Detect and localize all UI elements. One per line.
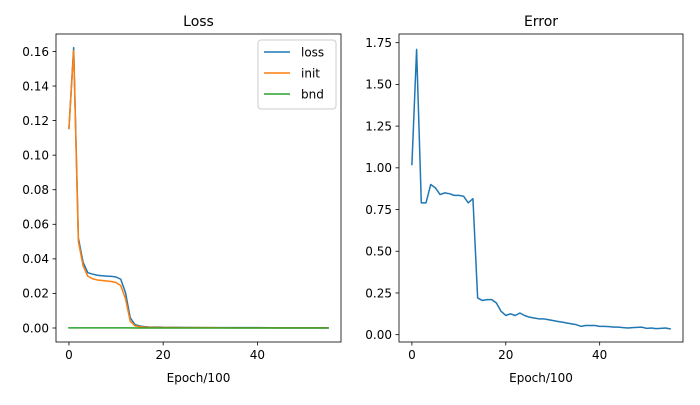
loss-legend-label-init: init: [301, 66, 320, 80]
error-y-tick-label: 1.50: [365, 78, 392, 92]
loss-y-tick-label: 0.08: [22, 183, 49, 197]
loss-y-tick-label: 0.10: [22, 148, 49, 162]
error-x-tick-label: 0: [408, 348, 416, 362]
loss-y-tick-label: 0.06: [22, 218, 49, 232]
loss-y-tick-label: 0.14: [22, 79, 49, 93]
error-y-tick-label: 1.00: [365, 161, 392, 175]
error-y-tick-label: 1.25: [365, 119, 392, 133]
loss-y-tick-label: 0.16: [22, 45, 49, 59]
loss-chart-title: Loss: [183, 14, 214, 30]
error-x-axis-label: Epoch/100: [509, 371, 573, 385]
loss-legend-box: [258, 40, 336, 109]
loss-x-axis-label: Epoch/100: [167, 371, 231, 385]
loss-y-tick-label: 0.00: [22, 321, 49, 335]
error-x-tick-label: 20: [498, 348, 513, 362]
loss-legend: loss init bnd: [258, 40, 336, 109]
error-y-tick-label: 1.75: [365, 36, 392, 50]
loss-y-tick-label: 0.12: [22, 114, 49, 128]
error-y-tick-label: 0.50: [365, 245, 392, 259]
loss-legend-label-loss: loss: [301, 45, 324, 59]
loss-x-tick-label: 0: [65, 348, 73, 362]
loss-y-tick-label: 0.04: [22, 252, 49, 266]
error-y-tick-label: 0.25: [365, 286, 392, 300]
error-y-tick-label: 0.75: [365, 203, 392, 217]
error-y-tick-label: 0.00: [365, 328, 392, 342]
loss-y-tick-label: 0.02: [22, 287, 49, 301]
loss-legend-label-bnd: bnd: [301, 87, 324, 101]
error-chart-title: Error: [524, 14, 558, 30]
error-x-tick-label: 40: [592, 348, 607, 362]
loss-x-tick-label: 20: [156, 348, 171, 362]
loss-x-tick-label: 40: [250, 348, 265, 362]
